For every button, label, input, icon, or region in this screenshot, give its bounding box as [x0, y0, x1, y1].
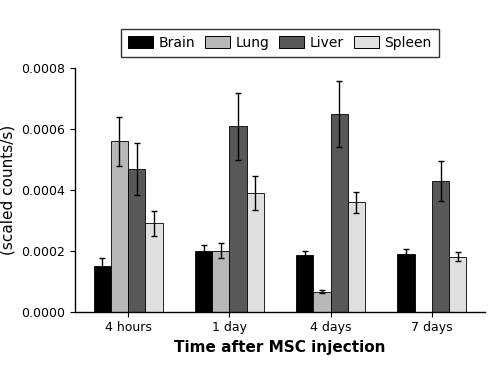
Bar — [398, 254, 414, 312]
Bar — [348, 202, 365, 312]
Y-axis label: Maximum signal
(scaled counts/s): Maximum signal (scaled counts/s) — [0, 125, 16, 255]
Bar — [246, 193, 264, 312]
Bar — [330, 114, 348, 312]
Bar — [94, 266, 111, 312]
Legend: Brain, Lung, Liver, Spleen: Brain, Lung, Liver, Spleen — [122, 29, 438, 57]
Bar — [230, 126, 246, 312]
Bar — [432, 181, 449, 312]
Bar — [195, 251, 212, 312]
Bar — [314, 292, 330, 312]
Bar — [296, 255, 314, 312]
X-axis label: Time after MSC injection: Time after MSC injection — [174, 340, 386, 355]
Bar — [128, 169, 146, 312]
Bar — [449, 257, 466, 312]
Bar — [146, 223, 162, 312]
Bar — [212, 251, 230, 312]
Bar — [111, 141, 128, 312]
